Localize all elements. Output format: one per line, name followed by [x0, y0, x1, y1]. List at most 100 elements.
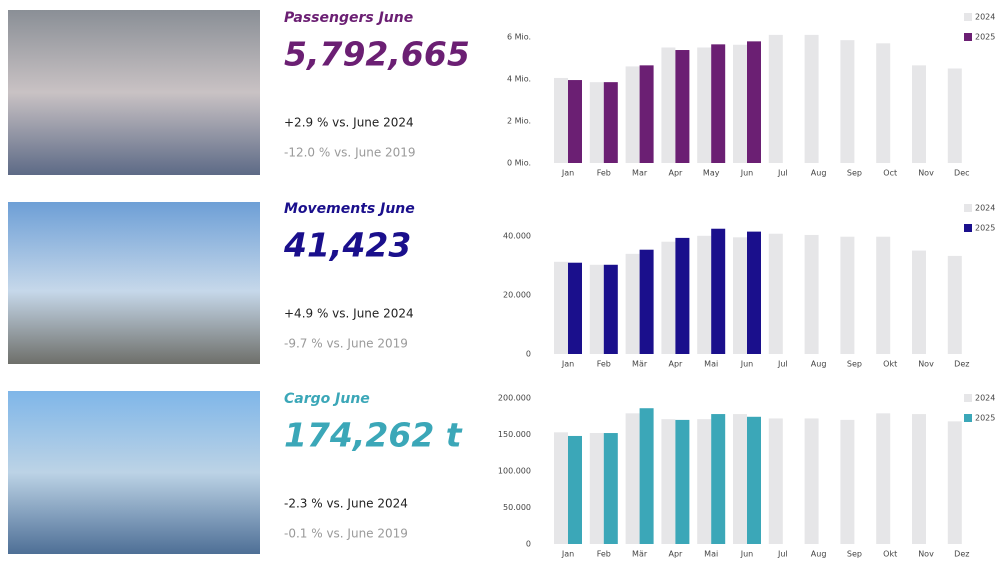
x-tick-label: Jul [777, 360, 788, 369]
x-tick-label: Sep [847, 550, 862, 559]
x-tick-label: Apr [668, 360, 683, 369]
legend-label: 2025 [975, 224, 995, 233]
bar [568, 80, 582, 163]
x-tick-label: Feb [597, 169, 611, 178]
bar [733, 44, 747, 163]
legend-swatch [964, 13, 972, 21]
bar [554, 77, 568, 163]
x-tick-label: Jun [740, 550, 754, 559]
x-tick-label: Feb [597, 550, 611, 559]
y-tick-label: 6 Mio. [507, 33, 531, 42]
legend-swatch [964, 414, 972, 422]
vs-previous-year: +2.9 % vs. June 2024 [284, 116, 414, 130]
x-tick-label: Mai [704, 360, 718, 369]
bar [639, 408, 654, 544]
x-tick-label: Apr [668, 550, 683, 559]
y-tick-label: 50.000 [503, 503, 531, 512]
y-tick-label: 40.000 [503, 231, 531, 240]
bar [639, 65, 654, 163]
kpi-value: 174,262 t [284, 416, 463, 455]
x-tick-label: Apr [668, 169, 683, 178]
x-tick-label: Okt [883, 550, 897, 559]
bar [947, 68, 962, 163]
bar [675, 50, 690, 163]
legend-swatch [964, 224, 972, 232]
bar [768, 34, 783, 164]
x-tick-label: Oct [883, 169, 897, 178]
x-tick-label: Okt [883, 360, 897, 369]
legend-swatch [964, 204, 972, 212]
bar [589, 82, 604, 163]
y-tick-label: 2 Mio. [507, 117, 531, 126]
panel-title: Passengers June [284, 10, 413, 26]
bar [589, 264, 604, 354]
y-tick-label: 4 Mio. [507, 75, 531, 84]
bar [840, 236, 855, 354]
bar [639, 249, 654, 354]
x-tick-label: Dec [954, 169, 969, 178]
bar [747, 41, 761, 163]
bar [603, 264, 618, 354]
bar [768, 233, 783, 354]
legend-label: 2024 [975, 204, 995, 213]
bar [568, 262, 582, 354]
vs-2019: -12.0 % vs. June 2019 [284, 146, 416, 160]
y-tick-label: 200.000 [498, 394, 531, 403]
bar [697, 419, 712, 544]
bar [568, 435, 582, 544]
x-tick-label: Dez [954, 550, 969, 559]
bar [554, 261, 568, 354]
bar [625, 253, 640, 354]
legend-label: 2025 [975, 414, 995, 423]
bar [697, 47, 712, 163]
vs-previous-year: +4.9 % vs. June 2024 [284, 307, 414, 321]
bar [947, 255, 962, 354]
bar [804, 418, 819, 544]
x-tick-label: Sep [847, 360, 862, 369]
legend-label: 2024 [975, 394, 995, 403]
bar [603, 82, 618, 163]
y-tick-label: 150.000 [498, 430, 531, 439]
bar [840, 419, 855, 544]
legend-swatch [964, 33, 972, 41]
bar [876, 413, 891, 544]
bar [912, 65, 926, 163]
bar [675, 237, 690, 354]
bar [768, 418, 783, 544]
panel-title: Cargo June [284, 391, 370, 407]
y-tick-label: 0 Mio. [507, 159, 531, 168]
x-tick-label: Jan [561, 550, 574, 559]
x-tick-label: Jun [740, 169, 754, 178]
x-tick-label: Nov [918, 550, 934, 559]
y-tick-label: 20.000 [503, 290, 531, 299]
bar [554, 432, 568, 544]
bar [711, 228, 726, 354]
x-tick-label: Mar [632, 169, 648, 178]
vs-2019: -0.1 % vs. June 2019 [284, 527, 408, 541]
y-tick-label: 100.000 [498, 467, 531, 476]
bar [661, 419, 676, 544]
x-tick-label: Nov [918, 169, 934, 178]
x-tick-label: Nov [918, 360, 934, 369]
bar [661, 47, 676, 163]
vs-previous-year: -2.3 % vs. June 2024 [284, 497, 408, 511]
bar [661, 241, 676, 354]
bar [625, 66, 640, 163]
x-tick-label: Feb [597, 360, 611, 369]
legend-label: 2024 [975, 13, 995, 22]
photo-terminal [8, 10, 260, 175]
bar [711, 44, 726, 163]
x-tick-label: Dez [954, 360, 969, 369]
x-tick-label: Jul [777, 169, 788, 178]
kpi-value: 41,423 [283, 226, 411, 265]
bar [912, 414, 926, 544]
x-tick-label: May [703, 169, 720, 178]
x-tick-label: Mär [632, 550, 648, 559]
y-tick-label: 0 [526, 350, 531, 359]
bar [747, 231, 761, 354]
kpi-value: 5,792,665 [284, 35, 470, 74]
x-tick-label: Aug [811, 169, 827, 178]
bar [589, 433, 604, 544]
x-tick-label: Aug [811, 550, 827, 559]
